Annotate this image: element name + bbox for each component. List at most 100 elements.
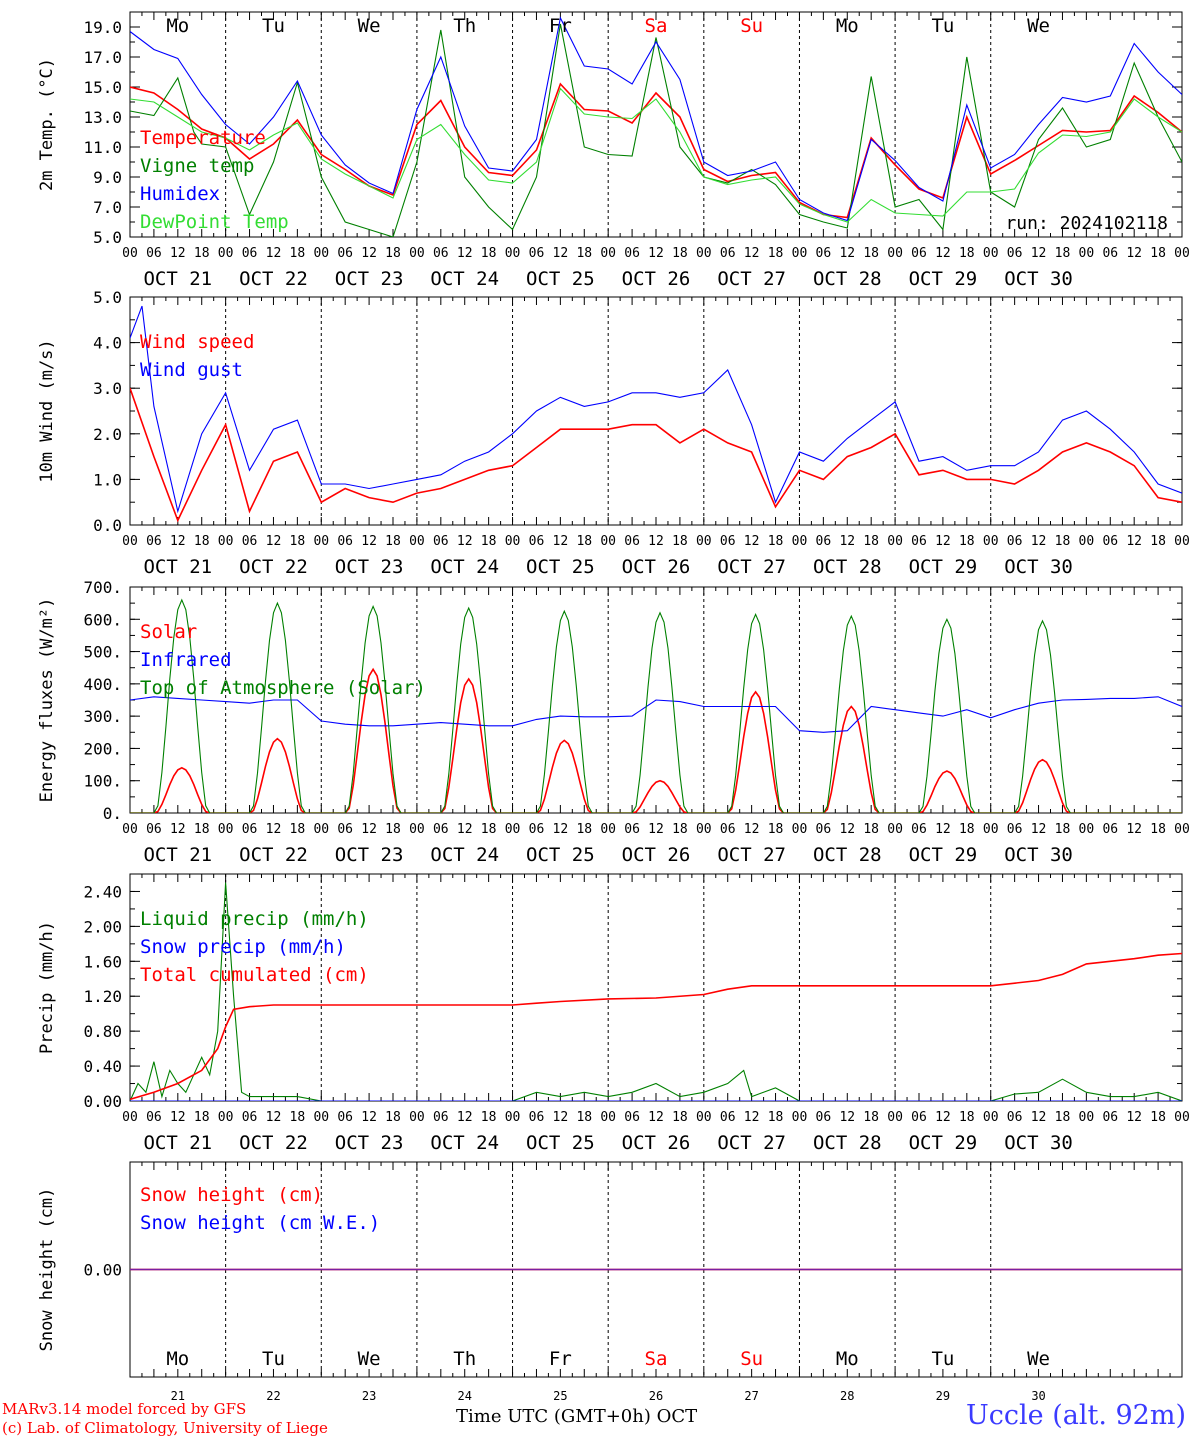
- x-hour-label: 12: [361, 822, 377, 837]
- day-number-label: 24: [458, 1389, 472, 1403]
- x-hour-label: 06: [1007, 822, 1023, 837]
- day-number-label: 22: [266, 1389, 280, 1403]
- day-of-week-label: Fr: [549, 1348, 572, 1370]
- x-hour-label: 06: [720, 534, 736, 549]
- y-tick-label: 300.: [83, 707, 122, 726]
- y-tick-label: 19.0: [83, 18, 122, 37]
- x-hour-label: 00: [218, 1110, 234, 1125]
- x-hour-label: 06: [1007, 1110, 1023, 1125]
- legend-entry: Top of Atmosphere (Solar): [140, 677, 426, 699]
- x-hour-label: 12: [1031, 246, 1047, 261]
- x-hour-label: 12: [457, 246, 473, 261]
- y-tick-label: 15.0: [83, 78, 122, 97]
- y-tick-label: 700.: [83, 578, 122, 597]
- y-tick-label: 3.0: [93, 379, 122, 398]
- series-group: [130, 882, 1182, 1101]
- x-hour-label: 12: [266, 246, 282, 261]
- x-hour-label: 00: [122, 1110, 138, 1125]
- x-hour-label: 12: [553, 246, 569, 261]
- day-of-week-label: Mo: [836, 15, 859, 37]
- x-hour-label: 18: [576, 246, 592, 261]
- x-hour-label: 06: [624, 246, 640, 261]
- day-of-week-label: We: [358, 15, 381, 37]
- series-line-total-cumulated-cm-: [130, 952, 1182, 1101]
- y-tick-label: 0.00: [83, 1261, 122, 1280]
- x-hour-label: 06: [816, 534, 832, 549]
- x-hour-label: 00: [313, 246, 329, 261]
- series-group: [130, 598, 1182, 813]
- x-hour-label: 12: [935, 534, 951, 549]
- x-hour-label: 18: [959, 822, 975, 837]
- x-hour-label: 00: [696, 534, 712, 549]
- x-hour-label: 06: [1102, 822, 1118, 837]
- day-of-week-label: Tu: [931, 1348, 954, 1370]
- legend-entry: Wind speed: [140, 331, 254, 353]
- x-date-label: OCT 23: [335, 556, 404, 578]
- x-hour-label: 06: [146, 534, 162, 549]
- y-tick-label: 5.0: [93, 288, 122, 307]
- x-hour-label: 12: [839, 534, 855, 549]
- x-date-label: OCT 24: [430, 844, 499, 866]
- y-tick-label: 1.60: [83, 952, 122, 971]
- day-of-week-label: Fr: [549, 15, 572, 37]
- x-date-label: OCT 26: [622, 1132, 691, 1154]
- x-hour-label: 12: [839, 1110, 855, 1125]
- day-of-week-label: Sa: [645, 1348, 668, 1370]
- series-group: [130, 305, 1182, 523]
- x-date-label: OCT 30: [1004, 556, 1073, 578]
- x-hour-label: 12: [457, 534, 473, 549]
- x-date-label: OCT 30: [1004, 1132, 1073, 1154]
- x-date-label: OCT 29: [909, 1132, 978, 1154]
- x-hour-label: 18: [290, 246, 306, 261]
- day-of-week-label: Sa: [645, 15, 668, 37]
- x-hour-label: 18: [481, 1110, 497, 1125]
- x-hour-label: 18: [385, 822, 401, 837]
- x-hour-label: 00: [696, 246, 712, 261]
- x-hour-label: 12: [553, 1110, 569, 1125]
- x-hour-label: 00: [313, 822, 329, 837]
- x-hour-label: 18: [290, 822, 306, 837]
- x-hour-label: 18: [672, 1110, 688, 1125]
- y-tick-label: 1.20: [83, 987, 122, 1006]
- x-hour-label: 06: [624, 534, 640, 549]
- x-hour-label: 00: [792, 246, 808, 261]
- series-line-humidex: [130, 16, 1182, 222]
- x-hour-label: 06: [1102, 534, 1118, 549]
- x-hour-label: 18: [863, 822, 879, 837]
- x-hour-label: 00: [409, 1110, 425, 1125]
- x-hour-label: 06: [337, 822, 353, 837]
- x-hour-label: 18: [768, 534, 784, 549]
- y-axis-label: 2m Temp. (°C): [37, 58, 57, 191]
- x-date-label: OCT 28: [813, 268, 882, 290]
- y-tick-label: 7.0: [93, 198, 122, 217]
- x-hour-label: 18: [672, 534, 688, 549]
- x-hour-label: 06: [146, 1110, 162, 1125]
- x-hour-label: 00: [505, 822, 521, 837]
- day-number-label: 27: [744, 1389, 758, 1403]
- x-hour-label: 12: [935, 246, 951, 261]
- x-hour-label: 00: [983, 246, 999, 261]
- x-hour-label: 18: [1150, 822, 1166, 837]
- x-date-label: OCT 26: [622, 268, 691, 290]
- y-tick-label: 2.00: [83, 917, 122, 936]
- x-hour-label: 06: [529, 534, 545, 549]
- x-hour-label: 18: [672, 246, 688, 261]
- day-of-week-label: Mo: [836, 1348, 859, 1370]
- x-hour-label: 18: [290, 534, 306, 549]
- x-hour-label: 00: [122, 822, 138, 837]
- x-date-label: OCT 29: [909, 556, 978, 578]
- x-axis-label: Time UTC (GMT+0h) OCT: [456, 1406, 697, 1427]
- x-hour-label: 12: [361, 246, 377, 261]
- series-line-dewpoint-temp: [130, 87, 1182, 223]
- x-hour-label: 06: [1007, 534, 1023, 549]
- x-hour-label: 12: [744, 534, 760, 549]
- x-hour-label: 06: [337, 534, 353, 549]
- x-hour-label: 00: [887, 1110, 903, 1125]
- x-hour-label: 06: [816, 822, 832, 837]
- x-hour-label: 18: [1055, 822, 1071, 837]
- x-hour-label: 00: [218, 822, 234, 837]
- panel-temperature: 5.0 7.0 9.0 11.0 13.0 15.0 17.0 19.0 2m Temp. (°…: [37, 11, 1190, 290]
- x-hour-label: 00: [1174, 822, 1190, 837]
- series-line-infrared: [130, 696, 1182, 733]
